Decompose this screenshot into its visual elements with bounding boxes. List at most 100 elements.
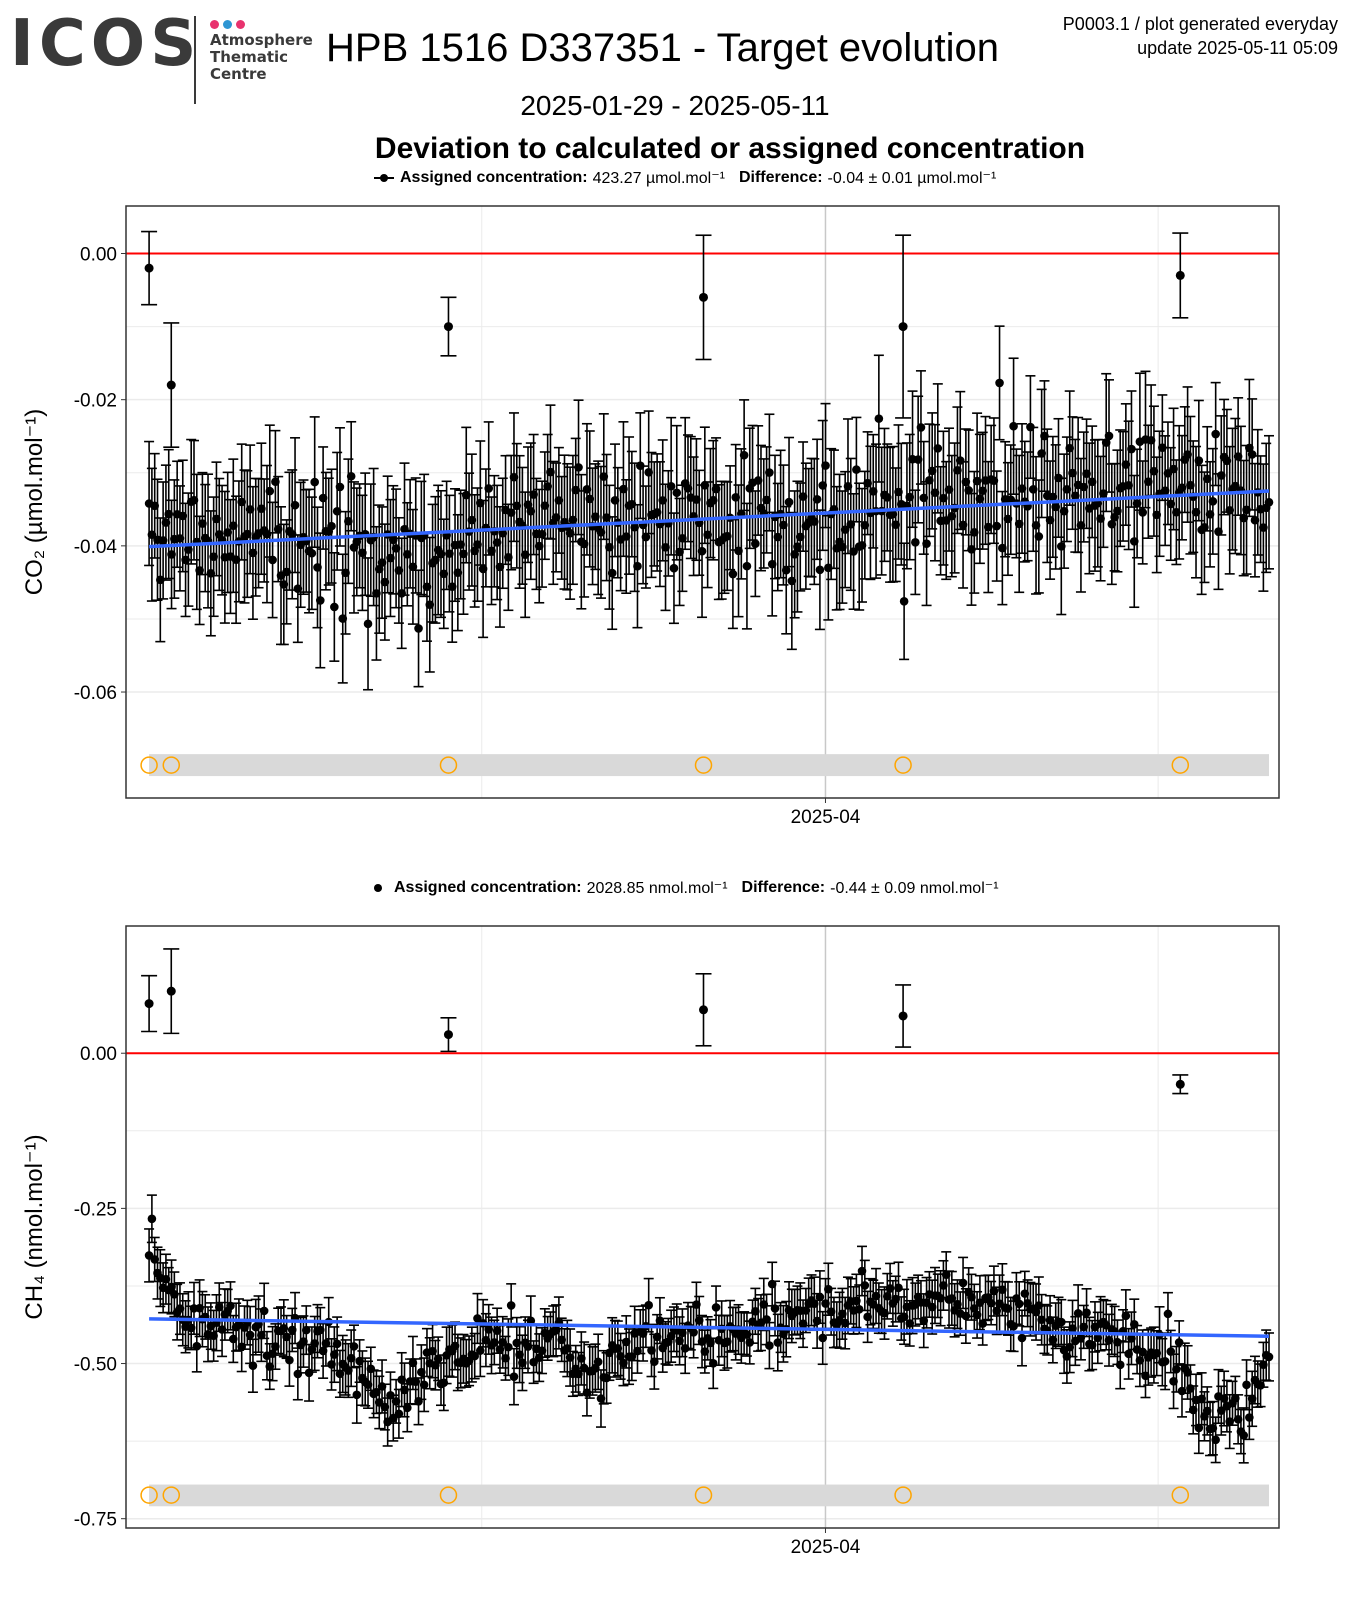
ch4-outlier-point bbox=[1175, 1079, 1185, 1089]
ch4-data-point bbox=[644, 1300, 653, 1310]
ch4-data-point bbox=[762, 1315, 771, 1324]
ch4-data-point bbox=[1172, 1364, 1181, 1374]
ch4-data-point bbox=[1163, 1309, 1173, 1319]
co2-data-point bbox=[964, 486, 973, 495]
co2-data-point bbox=[874, 414, 884, 423]
co2-data-point bbox=[310, 477, 319, 487]
co2-info-line: Assigned concentration: 423.27 µmol.mol⁻… bbox=[372, 168, 996, 188]
co2-outlier-point bbox=[699, 292, 708, 302]
co2-data-point bbox=[1127, 444, 1136, 454]
co2-data-point bbox=[669, 563, 679, 573]
ch4-outlier-point bbox=[443, 1030, 453, 1040]
co2-data-point bbox=[316, 596, 325, 605]
co2-difference-value: -0.04 ± 0.01 µmol.mol⁻¹ bbox=[827, 170, 997, 187]
ch4-data-point bbox=[352, 1390, 362, 1400]
co2-data-point bbox=[346, 471, 356, 481]
ch4-data-point bbox=[655, 1316, 665, 1325]
ch4-data-point bbox=[1264, 1352, 1274, 1362]
ch4-data-point bbox=[689, 1328, 698, 1337]
ch4-data-point bbox=[245, 1330, 255, 1340]
co2-data-point bbox=[812, 495, 822, 504]
co2-data-point bbox=[335, 482, 345, 492]
ch4-data-point bbox=[894, 1283, 903, 1293]
ch4-data-point bbox=[1211, 1435, 1220, 1445]
co2-data-point bbox=[815, 565, 825, 575]
ch4-data-point bbox=[301, 1325, 311, 1335]
co2-flag-marker bbox=[162, 756, 181, 774]
co2-outlier-point bbox=[898, 322, 908, 332]
logo-dot-red bbox=[236, 20, 245, 29]
ch4-data-point bbox=[815, 1292, 825, 1302]
co2-outlier-point bbox=[1175, 270, 1185, 280]
ch4-data-point bbox=[147, 1214, 157, 1224]
co2-outlier-point bbox=[443, 322, 453, 332]
ch4-outlier-point bbox=[144, 999, 154, 1009]
co2-data-point bbox=[641, 532, 651, 542]
ch4-data-point bbox=[332, 1339, 342, 1349]
ch4-assigned-label: Assigned concentration: bbox=[394, 879, 582, 896]
ch4-data-point bbox=[506, 1301, 516, 1310]
ch4-data-point bbox=[1239, 1431, 1249, 1440]
co2-data-point bbox=[1009, 421, 1018, 431]
ch4-x-tick-label: 2025-04 bbox=[791, 1537, 861, 1558]
co2-data-point bbox=[916, 423, 926, 432]
ch4-data-point bbox=[349, 1342, 359, 1351]
co2-data-point bbox=[574, 463, 583, 472]
ch4-flag-band bbox=[149, 1484, 1269, 1507]
ch4-data-point bbox=[1160, 1357, 1170, 1366]
co2-data-point bbox=[1034, 532, 1044, 541]
logo-dot-blue bbox=[223, 20, 232, 29]
ch4-data-point bbox=[285, 1355, 294, 1365]
co2-data-point bbox=[1247, 450, 1257, 459]
co2-trend-line bbox=[149, 489, 1270, 549]
ch4-info-line: Assigned concentration: 2028.85 nmol.mol… bbox=[366, 878, 999, 898]
ch4-outlier-point bbox=[699, 1005, 708, 1015]
ch4-data-point bbox=[770, 1304, 780, 1313]
ch4-flag-marker bbox=[162, 1486, 181, 1504]
ch4-y-axis-label: CH₄ (nmol.mol⁻¹) bbox=[21, 1134, 48, 1319]
co2-data-point bbox=[414, 624, 423, 633]
ch4-data-point bbox=[860, 1281, 870, 1290]
co2-data-point bbox=[1104, 431, 1114, 441]
legend-point-icon bbox=[366, 882, 390, 894]
page-title: HPB 1516 D337351 - Target evolution bbox=[326, 26, 1000, 70]
co2-difference-label: Difference: bbox=[738, 169, 823, 186]
ch4-data-point bbox=[473, 1314, 482, 1323]
ch4-outlier-point bbox=[898, 1011, 908, 1021]
co2-data-point bbox=[697, 546, 707, 556]
ch4-difference-value: -0.44 ± 0.09 nmol.mol⁻¹ bbox=[830, 880, 999, 897]
co2-data-point bbox=[265, 486, 275, 496]
ch4-data-point bbox=[978, 1319, 988, 1328]
co2-data-point bbox=[330, 602, 339, 612]
logo-dot-pink bbox=[210, 20, 219, 29]
ch4-y-tick-label: -0.25 bbox=[74, 1199, 117, 1220]
ch4-data-point bbox=[475, 1346, 485, 1355]
ch4-y-tick-label: 0.00 bbox=[80, 1044, 117, 1065]
logo-tagline-line: Atmosphere bbox=[210, 31, 313, 49]
co2-data-point bbox=[1264, 497, 1274, 507]
ch4-data-point bbox=[1014, 1299, 1024, 1309]
ch4-data-point bbox=[403, 1403, 412, 1413]
ch4-deviation-chart: 0.00 -0.25 -0.50 -0.75 2025-04 CH₄ (nmol.mol⁻… bbox=[21, 925, 1280, 1558]
logo-tagline-line: Thematic bbox=[210, 48, 289, 66]
ch4-data-point bbox=[1082, 1308, 1091, 1317]
co2-assigned-value: 423.27 µmol.mol⁻¹ bbox=[592, 170, 725, 187]
ch4-trend-line bbox=[149, 1317, 1270, 1338]
ch4-plot-panel bbox=[126, 926, 1279, 1528]
co2-data-point bbox=[781, 565, 791, 575]
co2-data-point bbox=[899, 597, 909, 606]
ch4-data-point bbox=[433, 1354, 443, 1364]
ch4-y-tick-label: -0.75 bbox=[74, 1510, 117, 1531]
co2-data-point bbox=[728, 569, 738, 579]
ch4-data-point bbox=[765, 1341, 774, 1350]
co2-data-point bbox=[1211, 429, 1220, 439]
ch4-data-point bbox=[711, 1303, 721, 1312]
ch4-y-tick-label: -0.50 bbox=[74, 1355, 117, 1376]
ch4-flag-marker bbox=[1171, 1486, 1190, 1504]
ch4-data-point bbox=[394, 1409, 404, 1419]
co2-x-tick-label: 2025-04 bbox=[791, 807, 861, 828]
logo-separator bbox=[194, 16, 196, 104]
ch4-data-point bbox=[259, 1306, 269, 1316]
ch4-data-point bbox=[1174, 1338, 1184, 1347]
logo-tagline-line: Centre bbox=[210, 65, 267, 83]
